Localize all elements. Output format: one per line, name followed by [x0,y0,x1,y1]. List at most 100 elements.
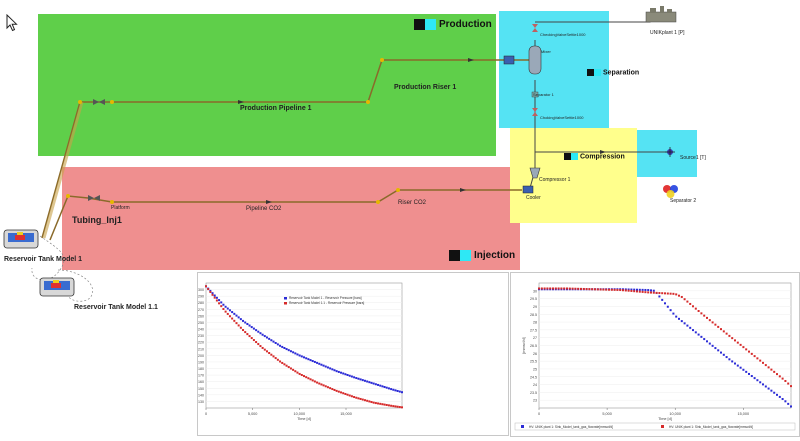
series-point [638,290,641,293]
series-point [739,343,742,346]
series-point [294,352,297,355]
series-point [717,325,720,328]
series-point [307,377,310,380]
series-point [689,302,692,305]
series-point [381,385,384,388]
legend-entry: Reservoir Tank Model 1.1 - Reservoir Pre… [289,301,364,305]
series-point [778,375,781,378]
source-label: UNIKplant 1 [P] [650,30,685,36]
series-point [261,346,264,349]
compression-zone[interactable] [510,128,637,223]
series-point [246,333,249,336]
series-point [658,295,661,298]
series-point [784,379,787,382]
series-point [244,331,247,334]
series-point [577,287,580,290]
gas-flowrate-chart-panel[interactable]: 23 23.5 24 24.5 25 25.5 26 26.5 27 27.5 28 28.5 29 29… [510,272,800,437]
series-point [370,381,373,384]
series-point [717,349,720,352]
y-tick-label: 23 [533,399,537,403]
x-tick-label: 5,000 [602,412,612,416]
series-point [377,402,380,405]
series-point [316,381,319,384]
series-point [652,289,655,292]
series-point [348,394,351,397]
production-zone[interactable] [38,14,496,156]
series-point [745,348,748,351]
series-point [309,359,312,362]
series-point [209,290,212,293]
series-point [237,324,240,327]
mid-valve-label: ChokingValveSettle1000 [540,115,584,120]
series-point [387,387,390,390]
series-point [377,383,380,386]
series-point [602,288,605,291]
series-point [309,378,312,381]
series-point [300,374,303,377]
series-point [361,379,364,382]
series-point [220,301,223,304]
series-point [292,368,295,371]
series-point [392,388,395,391]
series-point [661,292,664,295]
series-point [342,372,345,375]
y-tick-label: 27.5 [530,328,537,332]
compressor-label: Compressor 1 [539,177,571,183]
series-point [736,341,739,344]
series-point [748,372,750,375]
production-zone-title: Production [414,19,492,30]
series-point [588,288,591,291]
series-point [711,321,714,324]
series-point [289,367,292,370]
series-point [554,287,557,290]
y-tick-label: 29.5 [530,297,537,301]
series-point [736,364,739,367]
series-point [287,366,290,369]
series-point [596,288,599,291]
series-point [708,319,711,322]
series-point [224,305,227,308]
series-point [270,353,273,356]
series-point [585,288,588,291]
series-point [762,383,764,386]
series-point [231,311,234,314]
x-tick-label: 15,000 [738,412,750,416]
series-point [787,382,790,385]
series-point [776,393,778,396]
series-point [678,317,680,320]
series-point [340,391,343,394]
plot-area [205,282,403,409]
y-tick-label: 270 [198,308,204,312]
series-point [274,357,277,360]
series-point [383,386,386,389]
y-tick-label: 220 [198,341,204,345]
series-point [385,403,388,406]
series-point [237,316,240,319]
cooler-icon [522,185,534,194]
series-point [366,399,369,402]
series-point [370,401,373,404]
series-point [211,292,214,295]
series-point [333,388,336,391]
injection-zone[interactable] [62,167,520,270]
series-point [265,336,268,339]
series-point [644,288,647,291]
series-point [320,383,323,386]
series-point [324,365,327,368]
series-point [344,373,347,376]
series-point [767,387,770,390]
series-point [218,299,221,302]
series-point [781,398,784,401]
series-point [224,310,227,313]
reservoir-pressure-chart-panel[interactable]: 130 140 150 160 170 180 190 200 210 220 230 240 250 2… [189,272,509,436]
series-point [322,384,325,387]
series-point [220,305,223,308]
series-point [728,334,731,337]
series-point [285,364,288,367]
series-point [731,337,734,340]
series-point [636,290,638,293]
series-point [235,322,238,325]
production-riser-label: Production Riser 1 [394,84,457,91]
series-point [248,335,251,338]
series-point [686,324,689,327]
